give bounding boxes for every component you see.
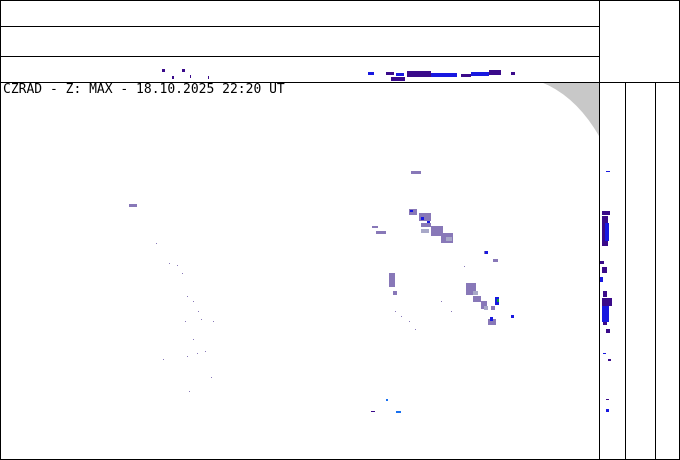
echo	[182, 273, 183, 274]
echo	[376, 231, 386, 234]
echo	[129, 204, 137, 207]
echo-projection	[602, 298, 612, 306]
echo-projection	[600, 261, 604, 264]
echo	[415, 329, 416, 330]
divider-right-panel	[599, 1, 600, 459]
echo	[419, 213, 431, 221]
echo	[491, 306, 495, 310]
echo	[411, 171, 421, 174]
echo	[427, 221, 430, 223]
echo	[410, 210, 413, 212]
product-title: CZRAD - Z: MAX - 18.10.2025 22:20 UT	[3, 82, 285, 97]
radar-echoes	[129, 69, 612, 413]
echo	[441, 301, 442, 302]
echo	[464, 266, 465, 267]
echo	[451, 311, 452, 312]
echo	[421, 217, 424, 220]
echo	[421, 223, 431, 227]
echo	[169, 263, 170, 264]
divider-side-2	[655, 82, 656, 459]
echo	[198, 311, 199, 312]
echo	[466, 283, 476, 295]
echo-projection	[208, 76, 209, 79]
echo-projection	[606, 399, 609, 400]
echo	[163, 359, 164, 360]
echo	[193, 301, 194, 302]
echo-projection	[608, 359, 611, 361]
echo-projection	[599, 277, 603, 282]
echo	[431, 226, 443, 236]
echo	[446, 237, 452, 241]
echo	[201, 319, 202, 320]
echo	[389, 273, 395, 287]
echo-projection	[182, 69, 185, 72]
echo-projection	[162, 69, 165, 72]
echo-projection	[489, 70, 501, 75]
echo-projection	[606, 171, 610, 172]
echo	[409, 321, 410, 322]
echo-projection	[368, 72, 374, 75]
echo-projection	[602, 211, 610, 215]
echo-projection	[606, 409, 609, 412]
echo-projection	[172, 76, 174, 79]
echo	[473, 291, 478, 295]
echo-projection	[602, 267, 607, 273]
divider-top-2	[1, 56, 599, 57]
divider-map-top	[1, 82, 679, 83]
echo	[396, 411, 401, 413]
echo	[205, 351, 206, 352]
divider-side-1	[625, 82, 626, 459]
echo-projection	[602, 306, 609, 322]
echo-projection	[396, 73, 404, 76]
echo	[481, 301, 487, 309]
echo	[187, 296, 188, 297]
echo	[497, 299, 499, 302]
echo	[421, 229, 429, 233]
echo	[177, 265, 178, 266]
echo	[493, 259, 498, 262]
echo	[386, 399, 388, 401]
echo-projection	[407, 71, 431, 77]
echo	[484, 306, 488, 310]
echo-projection	[603, 353, 606, 354]
echo	[393, 291, 397, 295]
echo-projection	[391, 77, 405, 81]
echo	[213, 321, 214, 322]
echo	[193, 339, 194, 340]
echo	[473, 296, 481, 302]
echo	[189, 391, 190, 392]
echo	[488, 319, 496, 325]
echo-projection	[386, 72, 394, 75]
echo	[490, 317, 493, 321]
echo-projection	[603, 291, 607, 297]
echo-projection	[431, 73, 457, 77]
echo-projection	[603, 322, 607, 325]
echo-projection	[605, 223, 609, 241]
echo	[211, 377, 212, 378]
divider-top-1	[1, 26, 599, 27]
echo	[197, 353, 198, 354]
echo	[185, 321, 186, 322]
echo-projection	[511, 72, 515, 75]
echo	[511, 315, 514, 318]
no-data-area	[541, 82, 599, 136]
echo	[187, 356, 188, 357]
echo-projection	[471, 72, 489, 76]
echo-projection	[606, 329, 610, 333]
echo	[485, 251, 488, 254]
echo-projection	[190, 75, 191, 78]
echo	[371, 411, 375, 412]
echo	[401, 316, 402, 317]
echo	[156, 243, 157, 244]
echo	[395, 311, 396, 312]
echo-projection	[461, 74, 471, 77]
echo	[372, 226, 378, 228]
